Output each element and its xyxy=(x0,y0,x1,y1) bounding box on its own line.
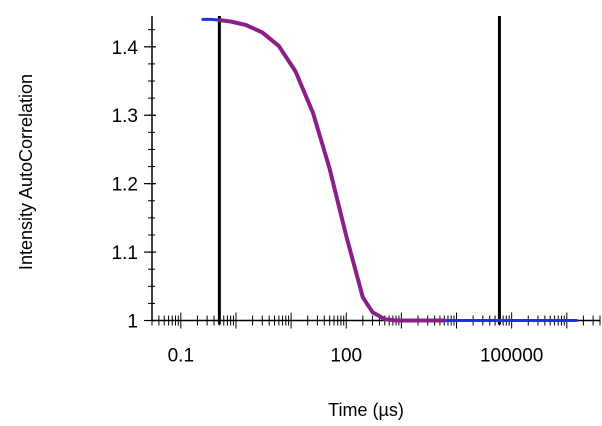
y-axis-label: Intensity AutoCorrelation xyxy=(16,74,36,270)
fit-curve xyxy=(217,18,447,323)
y-tick-label: 1.1 xyxy=(112,243,138,264)
x-tick-label: 100000 xyxy=(480,346,543,367)
y-tick-label: 1.3 xyxy=(112,106,138,127)
x-axis-label: Time (µs) xyxy=(328,400,404,420)
y-tick-label: 1.2 xyxy=(112,175,138,196)
y-tick-label: 1 xyxy=(127,312,138,333)
data-series xyxy=(201,17,578,323)
x-tick-label: 0.1 xyxy=(168,346,194,367)
measured-curve xyxy=(201,17,578,322)
x-tick-label: 100 xyxy=(330,346,362,367)
vertical-marker-lines xyxy=(217,16,501,325)
axes xyxy=(144,16,601,329)
y-tick-label: 1.4 xyxy=(112,38,139,59)
tick-labels: 1 1.1 1.2 1.3 1.4 0.1 100 100000 xyxy=(112,38,544,367)
